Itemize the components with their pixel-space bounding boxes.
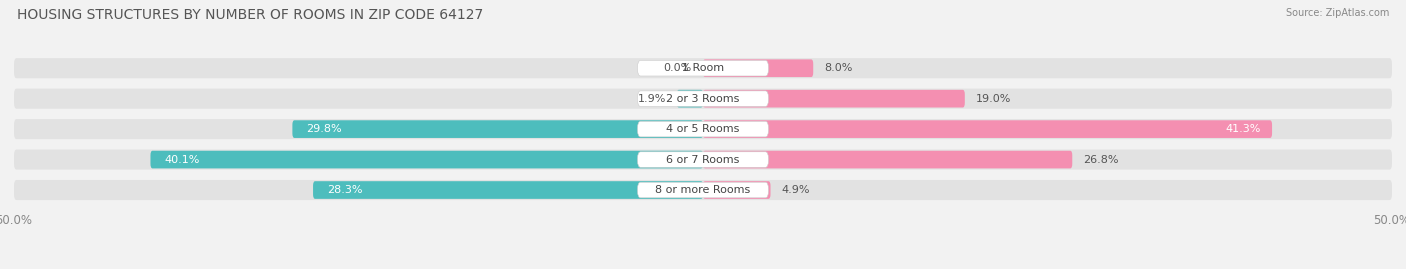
Text: 1 Room: 1 Room (682, 63, 724, 73)
Text: 8.0%: 8.0% (824, 63, 852, 73)
Text: 2 or 3 Rooms: 2 or 3 Rooms (666, 94, 740, 104)
FancyBboxPatch shape (14, 150, 1392, 170)
Text: 28.3%: 28.3% (326, 185, 363, 195)
FancyBboxPatch shape (637, 121, 769, 137)
Text: 8 or more Rooms: 8 or more Rooms (655, 185, 751, 195)
FancyBboxPatch shape (676, 90, 703, 108)
FancyBboxPatch shape (637, 182, 769, 198)
FancyBboxPatch shape (703, 59, 813, 77)
FancyBboxPatch shape (14, 180, 1392, 200)
FancyBboxPatch shape (14, 119, 1392, 139)
FancyBboxPatch shape (703, 90, 965, 108)
Text: 4.9%: 4.9% (782, 185, 810, 195)
Text: 1.9%: 1.9% (637, 94, 666, 104)
FancyBboxPatch shape (637, 152, 769, 167)
FancyBboxPatch shape (703, 120, 1272, 138)
Text: 6 or 7 Rooms: 6 or 7 Rooms (666, 155, 740, 165)
FancyBboxPatch shape (703, 181, 770, 199)
FancyBboxPatch shape (314, 181, 703, 199)
Text: 19.0%: 19.0% (976, 94, 1011, 104)
Text: 4 or 5 Rooms: 4 or 5 Rooms (666, 124, 740, 134)
FancyBboxPatch shape (637, 91, 769, 107)
Text: 26.8%: 26.8% (1083, 155, 1119, 165)
Text: HOUSING STRUCTURES BY NUMBER OF ROOMS IN ZIP CODE 64127: HOUSING STRUCTURES BY NUMBER OF ROOMS IN… (17, 8, 484, 22)
FancyBboxPatch shape (637, 61, 769, 76)
FancyBboxPatch shape (14, 89, 1392, 109)
Text: 41.3%: 41.3% (1226, 124, 1261, 134)
Text: Source: ZipAtlas.com: Source: ZipAtlas.com (1285, 8, 1389, 18)
FancyBboxPatch shape (292, 120, 703, 138)
FancyBboxPatch shape (14, 58, 1392, 78)
Text: 40.1%: 40.1% (165, 155, 200, 165)
Text: 0.0%: 0.0% (664, 63, 692, 73)
Text: 29.8%: 29.8% (307, 124, 342, 134)
FancyBboxPatch shape (703, 151, 1073, 168)
FancyBboxPatch shape (150, 151, 703, 168)
